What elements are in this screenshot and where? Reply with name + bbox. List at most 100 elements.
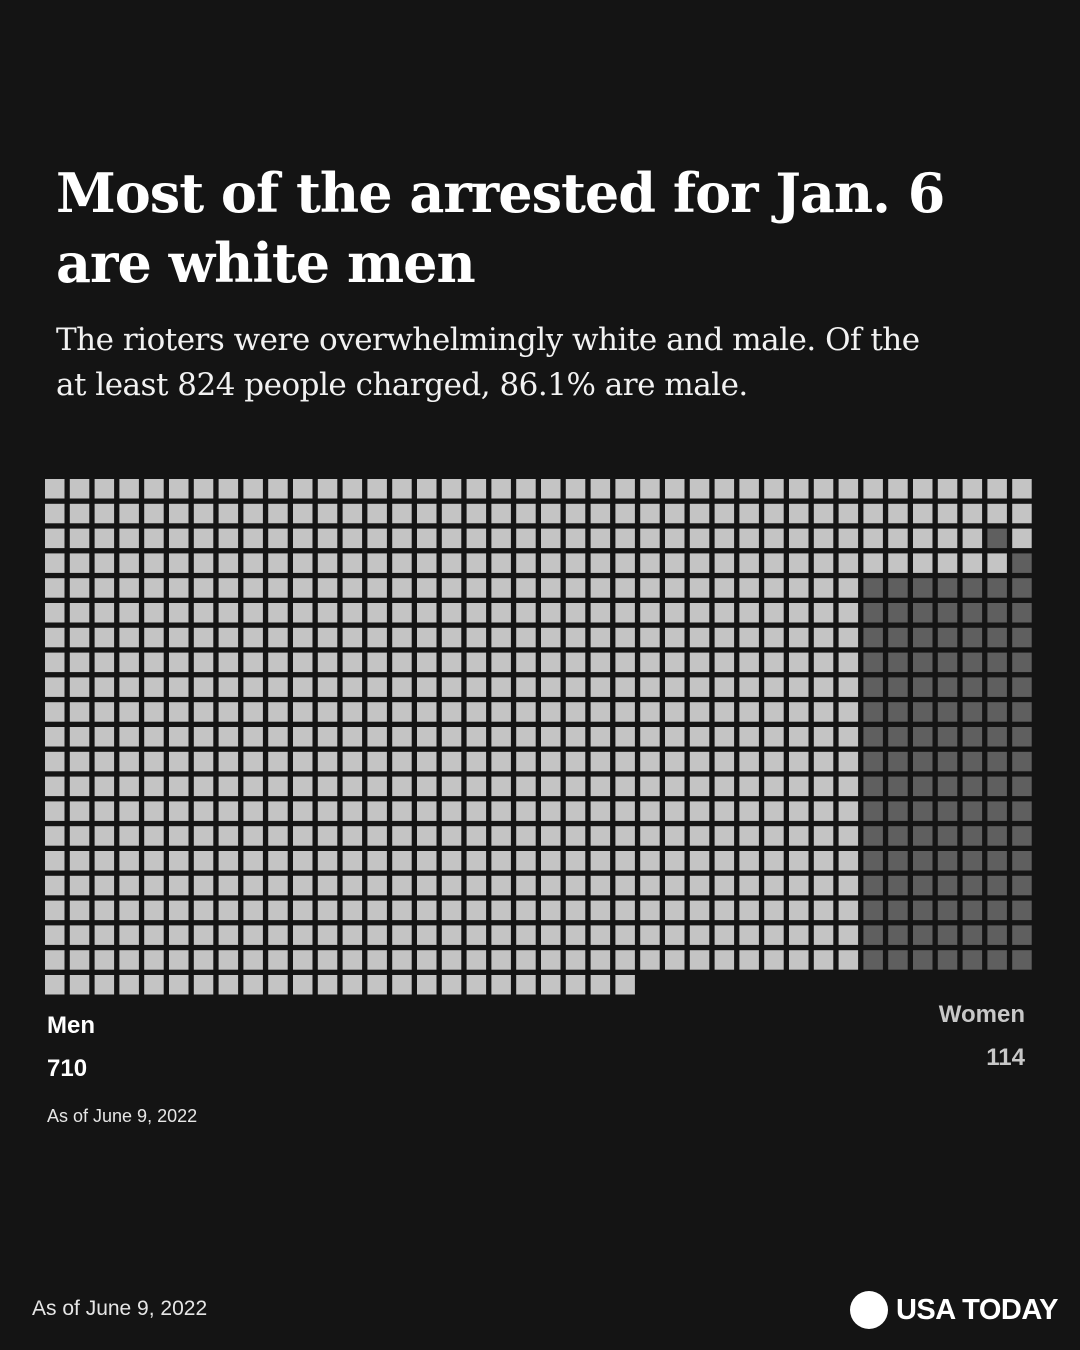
waffle-cell-men [565,776,586,797]
waffle-cell-men [94,652,115,673]
waffle-cell-men [317,702,338,722]
waffle-cell-men [144,652,164,673]
waffle-cell-men [689,727,710,747]
waffle-cell-women [987,776,1007,797]
waffle-cell-men [94,479,115,499]
waffle-cell-men [789,751,809,772]
waffle-cell-men [491,503,511,524]
waffle-cell-men [838,652,859,673]
waffle-cell-men [491,727,511,747]
waffle-cell-men [441,925,462,945]
waffle-cell-men [119,603,139,623]
waffle-cell-men [689,875,710,896]
waffle-cell-men [541,727,561,747]
waffle-cell-men [144,603,164,623]
waffle-cell-men [417,925,437,945]
waffle-cell-men [838,851,859,871]
waffle-cell-men [193,479,214,499]
waffle-cell-women [937,900,958,921]
waffle-cell-men [739,751,759,772]
waffle-cell-men [392,950,412,970]
waffle-cell-men [863,553,883,573]
waffle-cell-men [689,503,710,524]
waffle-cell-men [367,751,387,772]
waffle-cell-men [268,751,288,772]
waffle-cell-men [689,627,710,648]
waffle-cell-men [45,751,65,772]
waffle-cell-men [45,627,65,648]
waffle-cell-men [689,801,710,821]
waffle-cell-men [169,776,189,797]
waffle-cell-men [714,727,735,747]
waffle-cell-men [218,578,239,598]
waffle-cell-men [441,652,462,673]
waffle-cell-men [714,528,735,549]
waffle-cell-men [565,652,586,673]
waffle-cell-men [714,925,735,945]
waffle-cell-men [243,801,263,821]
waffle-cell-men [243,627,263,648]
waffle-cell-men [516,578,536,598]
waffle-cell-women [888,776,908,797]
waffle-cell-men [516,875,536,896]
waffle-cell-men [69,627,90,648]
waffle-cell-men [193,751,214,772]
waffle-cell-men [937,553,958,573]
waffle-cell-men [367,578,387,598]
waffle-cell-men [466,801,487,821]
waffle-cell-men [813,528,834,549]
waffle-cell-men [268,702,288,722]
waffle-cell-men [45,528,65,549]
waffle-cell-men [417,751,437,772]
waffle-cell-men [169,702,189,722]
usa-today-dot-icon [849,1291,888,1329]
waffle-cell-men [218,503,239,524]
waffle-cell-men [169,950,189,970]
waffle-cell-men [69,652,90,673]
waffle-cell-men [268,925,288,945]
waffle-cell-men [417,875,437,896]
waffle-cell-men [367,826,387,846]
waffle-cell-men [764,851,784,871]
waffle-cell-men [491,826,511,846]
waffle-cell-women [962,603,983,623]
waffle-cell-men [764,553,784,573]
waffle-cell-women [1012,727,1032,747]
waffle-cell-men [144,479,164,499]
waffle-cell-men [466,851,487,871]
waffle-cell-men [838,801,859,821]
waffle-cell-men [665,553,685,573]
waffle-cell-men [764,950,784,970]
waffle-cell-men [169,528,189,549]
waffle-cell-men [714,702,735,722]
waffle-cell-men [590,702,611,722]
waffle-cell-men [813,553,834,573]
waffle-cell-women [1012,603,1032,623]
waffle-cell-men [739,702,759,722]
waffle-cell-men [69,727,90,747]
waffle-cell-men [689,603,710,623]
waffle-cell-women [1012,851,1032,871]
waffle-cell-men [193,603,214,623]
footer-date-note: As of June 9, 2022 [32,1297,208,1320]
waffle-cell-men [789,875,809,896]
waffle-cell-men [565,677,586,697]
waffle-cell-men [243,553,263,573]
waffle-cell-women [937,627,958,648]
waffle-cell-men [590,627,611,648]
waffle-cell-women [962,652,983,673]
waffle-cell-women [937,826,958,846]
waffle-cell-men [838,578,859,598]
waffle-cell-men [69,776,90,797]
waffle-cell-men [714,900,735,921]
waffle-cell-men [392,975,412,995]
waffle-cell-men [813,727,834,747]
waffle-cell-men [243,975,263,995]
waffle-cell-men [342,776,363,797]
waffle-cell-men [838,900,859,921]
waffle-cell-men [317,801,338,821]
waffle-cell-women [987,702,1007,722]
waffle-cell-men [144,950,164,970]
waffle-cell-men [615,578,635,598]
waffle-cell-men [640,553,660,573]
